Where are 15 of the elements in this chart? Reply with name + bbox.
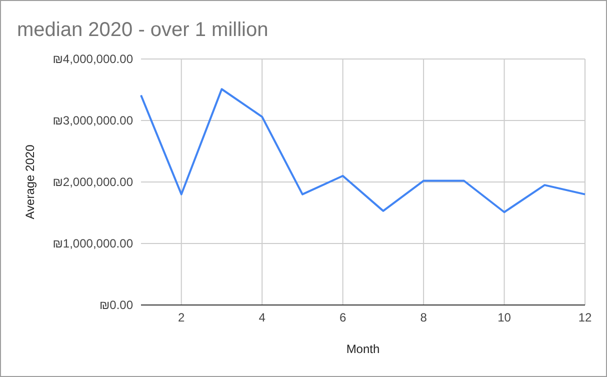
chart-title: median 2020 - over 1 million xyxy=(17,19,268,41)
y-tick-label: ₪3,000,000.00 xyxy=(52,113,134,128)
x-tick-label: 12 xyxy=(578,310,592,325)
y-tick-label: ₪1,000,000.00 xyxy=(52,236,134,250)
x-tick-label: 10 xyxy=(498,310,512,325)
y-tick-label: ₪2,000,000.00 xyxy=(52,174,134,189)
y-tick-label: ₪4,000,000.00 xyxy=(52,52,134,66)
x-tick-label: 6 xyxy=(339,310,346,325)
y-tick-label: ₪0.00 xyxy=(99,298,134,312)
line-series xyxy=(140,88,586,214)
x-axis-title: Month xyxy=(346,342,380,356)
x-tick-label: 4 xyxy=(258,310,266,325)
x-tick-label: 2 xyxy=(178,310,186,325)
x-tick-label: 8 xyxy=(420,310,428,325)
y-axis-title: Average 2020 xyxy=(23,144,37,220)
